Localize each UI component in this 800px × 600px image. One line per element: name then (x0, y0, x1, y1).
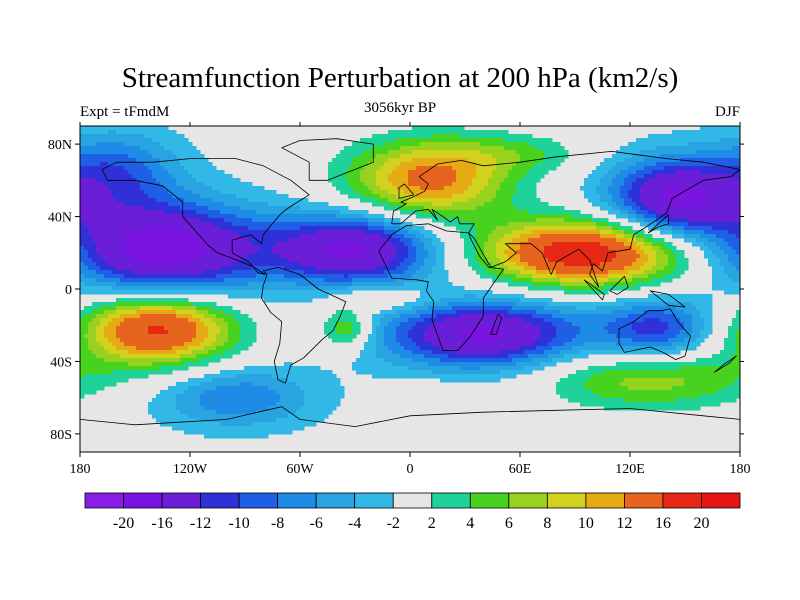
colorbar-swatch (84, 492, 124, 509)
coastline (583, 279, 605, 301)
coastline (398, 183, 415, 199)
period-label: 3056kyr BP (363, 100, 437, 116)
colorbar-label: 20 (693, 515, 709, 532)
x-tick-label: 180 (730, 462, 751, 477)
colorbar-swatch (392, 492, 433, 509)
colorbar-swatch (585, 492, 625, 509)
colorbar-swatch (546, 492, 587, 509)
colorbar-swatch (200, 492, 240, 509)
coastline (101, 158, 310, 275)
colorbar-swatch (354, 492, 394, 509)
colorbar-swatch (469, 492, 510, 509)
colorbar-label: -10 (228, 515, 249, 532)
colorbar-swatch (508, 492, 548, 509)
coastline (647, 214, 669, 234)
colorbar-label: -12 (190, 515, 211, 532)
colorbar: -20 -16 -12 -10 -8 -6 -4 -2 2 4 6 8 10 12 16 20 (84, 492, 741, 532)
colorbar-swatch (315, 492, 356, 509)
y-tick-label: 0 (65, 283, 72, 298)
experiment-label: Expt = tFmdM (80, 104, 170, 120)
colorbar-swatch (701, 492, 741, 509)
y-tick-label: 80S (50, 428, 72, 443)
y-tick-label: 40S (50, 355, 72, 370)
colorbar-label: -6 (310, 515, 323, 532)
colorbar-label: 16 (655, 515, 671, 532)
colorbar-label: 12 (616, 515, 632, 532)
colorbar-swatch (161, 492, 201, 509)
colorbar-swatch (662, 492, 702, 509)
coastline (649, 290, 686, 308)
coastline (490, 314, 503, 335)
colorbar-label: 4 (466, 515, 474, 532)
coastline (261, 266, 347, 384)
colorbar-label: -4 (348, 515, 361, 532)
colorbar-swatch (624, 492, 664, 509)
coastline (391, 151, 740, 288)
coastline (609, 275, 629, 295)
x-tick-label: 0 (407, 462, 414, 477)
colorbar-swatch (238, 492, 279, 509)
y-tick-label: 80N (48, 138, 72, 153)
colorbar-label: -2 (387, 515, 400, 532)
colorbar-label: 8 (543, 515, 551, 532)
colorbar-swatch (431, 492, 471, 509)
x-tick-label: 180 (70, 462, 91, 477)
coastline (713, 355, 737, 373)
colorbar-swatch (277, 492, 317, 509)
coastline (618, 308, 691, 360)
streamfunction-field (80, 126, 740, 452)
colorbar-swatch (123, 492, 163, 509)
colorbar-label: 2 (428, 515, 436, 532)
colorbar-label: -20 (113, 515, 134, 532)
x-tick-label: 120W (173, 462, 208, 477)
x-tick-label: 60E (509, 462, 532, 477)
chart-title: Streamfunction Perturbation at 200 hPa (… (121, 62, 679, 94)
colorbar-label: -8 (271, 515, 284, 532)
x-tick-label: 120E (615, 462, 645, 477)
colorbar-label: -16 (151, 515, 172, 532)
season-label: DJF (714, 104, 740, 120)
colorbar-label: 10 (578, 515, 594, 532)
x-tick-label: 60W (286, 462, 314, 477)
coastlines (80, 138, 740, 452)
coastline (80, 406, 740, 452)
coastline (281, 138, 374, 181)
coastline (378, 223, 504, 351)
colorbar-label: 6 (505, 515, 513, 532)
y-tick-label: 40N (48, 211, 72, 226)
